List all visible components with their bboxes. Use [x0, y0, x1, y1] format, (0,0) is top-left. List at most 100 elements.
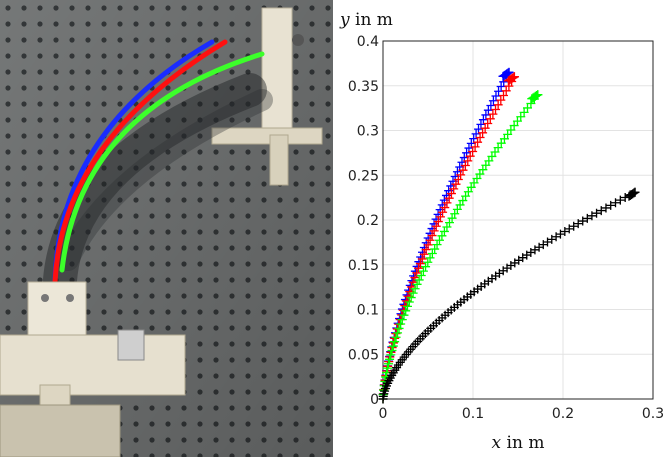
data-point — [463, 156, 473, 166]
data-point — [434, 235, 444, 245]
data-point — [393, 328, 403, 338]
data-point — [491, 104, 501, 114]
data-point — [624, 191, 634, 201]
data-point — [625, 190, 635, 200]
data-point — [582, 213, 592, 223]
data-point — [475, 133, 485, 143]
data-series — [378, 67, 640, 404]
data-point — [421, 245, 431, 255]
data-point — [499, 71, 509, 81]
y-tick-label: 0.4 — [357, 34, 379, 50]
data-point — [402, 301, 412, 311]
data-point — [383, 359, 393, 369]
data-point — [412, 268, 422, 278]
data-point — [499, 90, 508, 100]
data-point — [460, 161, 470, 171]
data-point — [394, 323, 404, 333]
data-point — [419, 249, 429, 259]
x-tick-label: 0.2 — [552, 406, 574, 422]
red-curve — [52, 39, 228, 285]
data-point — [491, 91, 501, 101]
data-point — [481, 110, 491, 120]
y-tick-label: 0.25 — [348, 168, 379, 184]
data-point — [476, 119, 486, 129]
data-point — [578, 216, 588, 226]
data-point — [587, 211, 597, 221]
green-curve — [59, 51, 265, 273]
data-point — [592, 208, 602, 218]
data-point — [406, 293, 416, 303]
x-tick-labels: 0 0.1 0.2 0.3 — [379, 406, 665, 422]
data-point — [427, 231, 437, 241]
data-point — [414, 275, 424, 285]
y-tick-labels: 0 0.05 0.1 0.15 0.2 0.25 0.3 0.35 0.4 — [348, 34, 379, 408]
data-point — [385, 354, 395, 364]
data-point — [480, 123, 490, 133]
data-point — [408, 277, 418, 287]
data-point — [496, 82, 506, 92]
data-point — [427, 248, 437, 258]
data-point — [410, 273, 420, 283]
x-tick-label: 0 — [379, 406, 388, 422]
data-point — [503, 76, 513, 86]
data-point — [423, 240, 433, 250]
data-point — [528, 93, 538, 103]
data-point — [410, 284, 420, 294]
data-point — [498, 71, 508, 81]
data-point — [453, 175, 463, 185]
y-tick-label: 0.35 — [348, 79, 379, 95]
data-point — [456, 170, 466, 180]
data-point — [435, 212, 445, 222]
data-point — [468, 147, 478, 157]
y-tick-label: 0.15 — [348, 258, 379, 274]
data-point — [437, 231, 447, 241]
x-tick-label: 0.1 — [462, 406, 484, 422]
x-tick-label: 0.3 — [642, 406, 664, 422]
data-point — [417, 254, 427, 264]
data-point — [458, 165, 468, 175]
data-point — [601, 203, 611, 213]
data-point — [465, 151, 475, 161]
data-point — [404, 297, 414, 307]
y-axis-label: y in m — [339, 10, 393, 30]
data-point — [412, 279, 422, 289]
data-point — [488, 109, 498, 119]
data-point — [430, 244, 440, 254]
data-point — [418, 266, 428, 276]
data-point — [406, 282, 416, 292]
data-point — [478, 115, 488, 125]
data-point — [451, 179, 461, 189]
data-point — [478, 128, 488, 138]
axes-box — [382, 40, 654, 400]
data-point — [390, 337, 400, 347]
data-point — [416, 271, 426, 281]
grid-lines — [382, 40, 654, 400]
data-point — [505, 75, 515, 85]
data-point — [501, 86, 511, 96]
data-point — [433, 217, 443, 227]
data-point — [399, 310, 409, 320]
data-point — [408, 288, 418, 298]
data-point — [615, 195, 625, 205]
data-point — [611, 198, 620, 208]
series-3 — [378, 187, 640, 404]
data-point — [425, 235, 435, 245]
data-point — [432, 240, 442, 250]
y-tick-label: 0.2 — [357, 213, 379, 229]
y-tick-label: 0.05 — [348, 347, 379, 363]
tip-fixture — [211, 7, 323, 186]
trajectory-plot: 0 0.05 0.1 0.15 0.2 0.25 0.3 0.35 0.4 0 0.1 0.2 0.3… — [339, 10, 665, 453]
data-point — [485, 114, 495, 124]
data-point — [423, 257, 433, 267]
data-point — [493, 100, 503, 110]
data-point — [397, 315, 407, 325]
data-point — [429, 226, 439, 236]
data-point — [483, 105, 493, 115]
data-point — [431, 221, 441, 231]
base-fixture — [0, 281, 186, 457]
data-point — [483, 118, 493, 128]
data-point — [620, 192, 630, 202]
data-point — [494, 86, 504, 96]
data-point — [470, 142, 480, 152]
data-point — [415, 259, 425, 269]
